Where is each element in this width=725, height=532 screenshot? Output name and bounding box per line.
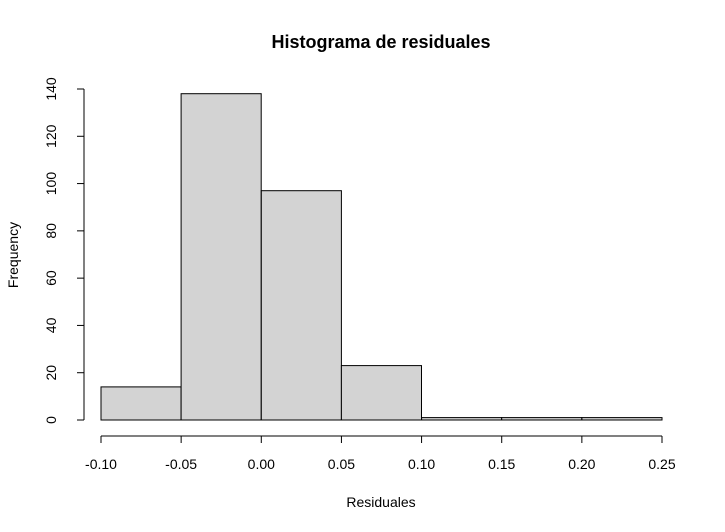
x-tick-label: 0.25 — [648, 456, 675, 472]
x-tick-label: -0.10 — [85, 456, 117, 472]
y-tick-label: 40 — [43, 317, 59, 333]
y-tick-label: 80 — [43, 223, 59, 239]
y-tick-label: 60 — [43, 270, 59, 286]
y-axis: 0 20 40 60 80 100 120 140 — [43, 77, 85, 424]
y-tick-label: 0 — [43, 416, 59, 424]
chart-title: Histograma de residuales — [271, 32, 490, 52]
y-tick-label: 20 — [43, 365, 59, 381]
y-tick-label: 100 — [43, 172, 59, 196]
y-axis-label: Frequency — [5, 222, 21, 288]
x-tick-label: 0.10 — [408, 456, 435, 472]
histogram-bar-6 — [581, 417, 663, 421]
x-tick-label: 0.20 — [568, 456, 595, 472]
histogram-bar-1 — [180, 93, 262, 421]
x-tick-label: 0.05 — [328, 456, 355, 472]
x-axis: -0.10 -0.05 0.00 0.05 0.10 0.15 0.20 0.25 — [85, 435, 676, 472]
bars-group — [100, 93, 663, 421]
histogram-bar-5 — [501, 417, 583, 421]
x-tick-label: -0.05 — [165, 456, 197, 472]
histogram-bar-2 — [260, 190, 342, 421]
histogram-bar-0 — [100, 386, 182, 421]
y-tick-label: 120 — [43, 124, 59, 148]
x-tick-label: 0.15 — [488, 456, 515, 472]
x-tick-label: 0.00 — [248, 456, 275, 472]
histogram-bar-3 — [340, 365, 422, 421]
histogram-bar-4 — [421, 417, 503, 421]
y-tick-label: 140 — [43, 77, 59, 101]
x-axis-label: Residuales — [346, 494, 415, 510]
